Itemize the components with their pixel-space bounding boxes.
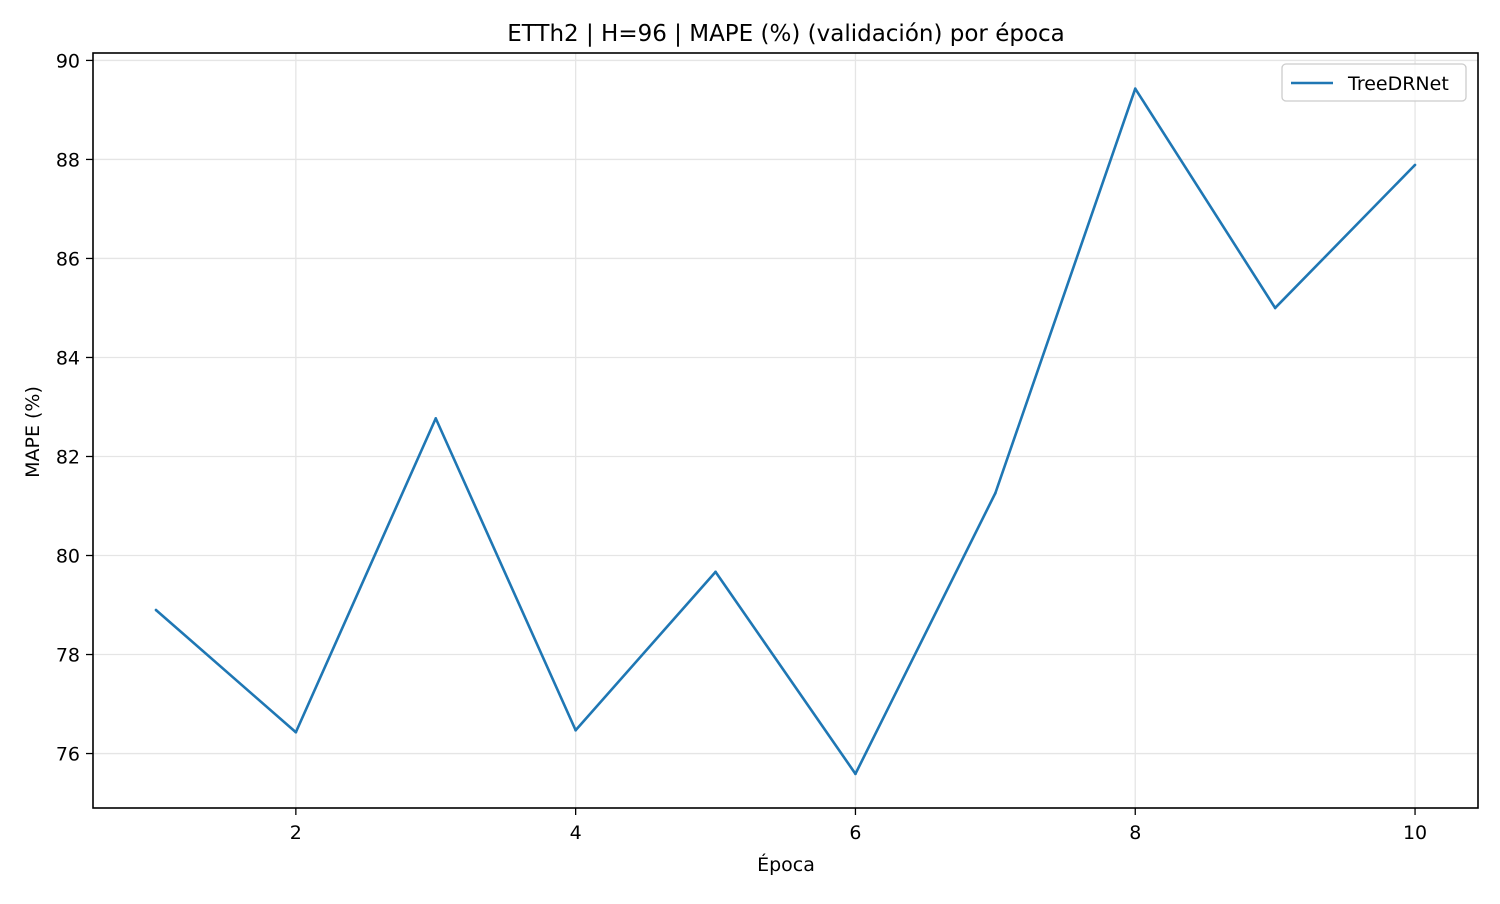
y-tick-label: 78	[56, 645, 80, 667]
legend: TreeDRNet	[1281, 63, 1467, 102]
y-tick-label: 84	[56, 347, 80, 369]
data-point	[1413, 163, 1417, 167]
y-tick-label: 90	[56, 50, 80, 72]
y-tick-label: 88	[56, 149, 80, 171]
data-point	[154, 608, 158, 612]
data-point	[714, 570, 717, 574]
data-point	[574, 728, 577, 732]
data-point	[1133, 87, 1137, 90]
y-axis-label: MAPE (%)	[22, 386, 44, 478]
x-tick-label: 8	[1129, 822, 1141, 844]
series-line	[155, 87, 1416, 776]
x-tick-label: 6	[849, 822, 861, 844]
legend-box	[1281, 63, 1467, 102]
x-tick-label: 2	[290, 822, 302, 844]
x-axis-label: Época	[757, 853, 815, 876]
series-layer	[154, 87, 1417, 776]
data-point	[1273, 306, 1277, 310]
x-tick-label: 10	[1403, 822, 1427, 844]
data-point	[854, 772, 857, 776]
y-tick-label: 86	[56, 248, 80, 270]
plot-frame	[92, 52, 1479, 809]
ticks: 2 4 6 8 10 76 78 80 82 84 86 88 90	[56, 50, 1427, 844]
y-tick-label: 82	[56, 446, 80, 468]
grid	[93, 53, 1478, 808]
data-point	[434, 417, 438, 420]
legend-label: TreeDRNet	[1347, 73, 1449, 95]
y-tick-label: 76	[56, 744, 80, 766]
data-point	[294, 730, 298, 734]
chart-title: ETTh2 | H=96 | MAPE (%) (validación) por…	[507, 21, 1065, 47]
y-tick-label: 80	[56, 546, 80, 568]
data-point	[994, 491, 997, 495]
x-tick-label: 4	[570, 822, 582, 844]
